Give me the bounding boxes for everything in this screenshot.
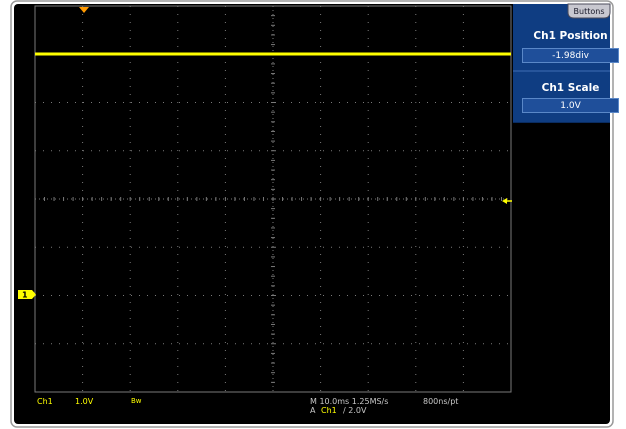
graticule	[34, 5, 512, 393]
trigger-level-readout[interactable]: / 2.0V	[343, 406, 367, 415]
trigger-position-icon[interactable]	[79, 7, 89, 13]
horizontal-readout[interactable]: M 10.0ms 1.25MS/s	[310, 397, 389, 406]
ch1-scale-title[interactable]: Ch1 Scale	[541, 82, 600, 94]
channel-marker-label: 1	[22, 291, 28, 300]
channel-marker-icon[interactable]: 1	[18, 290, 36, 300]
resolution-readout: 800ns/pt	[423, 397, 459, 406]
trigger-level-icon[interactable]	[502, 198, 512, 204]
channel-name-readout[interactable]: Ch1	[37, 397, 53, 406]
ch1-scale-value[interactable]: 1.0V	[522, 98, 619, 113]
ch1-position-title[interactable]: Ch1 Position	[533, 30, 608, 42]
buttons-menu-tab-label: Buttons	[574, 7, 605, 16]
trigger-source-readout[interactable]: Ch1	[321, 406, 337, 415]
ch1-position-value[interactable]: -1.98div	[522, 48, 619, 63]
bandwidth-limit-readout: Bw	[131, 397, 142, 405]
trigger-prefix-readout: A	[310, 406, 316, 415]
buttons-menu-tab[interactable]: Buttons	[567, 3, 611, 19]
channel-scale-readout[interactable]: 1.0V	[75, 397, 94, 406]
